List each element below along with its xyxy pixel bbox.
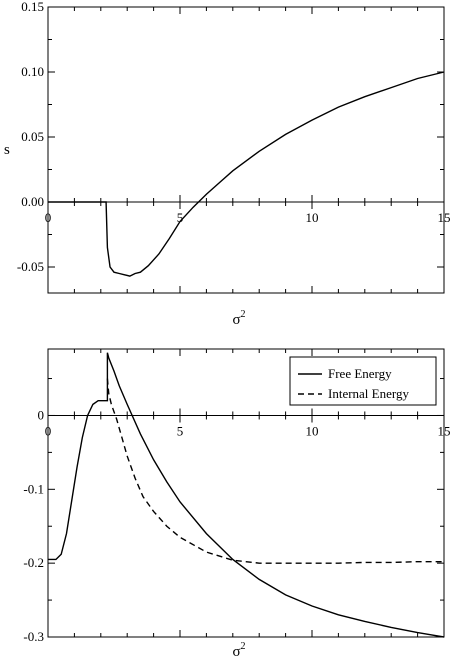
legend-box xyxy=(289,356,437,406)
x-tick-label: 0 xyxy=(45,210,52,225)
bottom-x-axis-label-base: σ xyxy=(232,644,240,660)
top-y-ticks: 0.15 0.10 0.05 0.00 -0.05 xyxy=(17,0,444,274)
y-tick-label: 0.00 xyxy=(21,194,44,209)
series-internal-energy xyxy=(106,378,444,564)
y-tick-label: 0.05 xyxy=(21,129,44,144)
bottom-y-ticks: 0 -0.1 -0.2 -0.3 xyxy=(23,378,444,644)
bottom-x-ticks: 0 5 10 15 xyxy=(45,349,451,637)
top-panel: 0 5 10 15 0.15 0.10 0.05 0.00 -0.05 s σ2 xyxy=(4,0,451,328)
top-y-axis-label: s xyxy=(4,142,10,158)
x-tick-label: 5 xyxy=(177,210,184,225)
top-series-group xyxy=(48,71,445,277)
y-tick-label: -0.3 xyxy=(23,629,44,644)
top-x-axis-label-base: σ xyxy=(232,312,240,328)
x-tick-label: 15 xyxy=(438,423,451,438)
bottom-plot-frame xyxy=(47,348,445,638)
x-tick-label: 10 xyxy=(306,423,319,438)
y-tick-label: -0.2 xyxy=(23,555,44,570)
legend: Free Energy Internal Energy xyxy=(289,356,437,406)
top-plot-frame xyxy=(47,6,445,294)
x-tick-label: 0 xyxy=(45,423,52,438)
x-tick-label: 5 xyxy=(177,423,184,438)
bottom-series-group xyxy=(48,352,445,638)
top-x-axis-label-sup: 2 xyxy=(241,309,246,320)
series-free-energy xyxy=(48,352,445,638)
series-line-0 xyxy=(48,71,445,277)
y-tick-label: 0 xyxy=(38,407,45,422)
legend-label-internal-energy: Internal Energy xyxy=(328,386,409,401)
top-x-ticks: 0 5 10 15 xyxy=(45,7,451,293)
y-tick-label: 0.15 xyxy=(21,0,44,14)
y-tick-label: 0.10 xyxy=(21,64,44,79)
y-tick-label: -0.05 xyxy=(17,259,44,274)
y-tick-label: -0.1 xyxy=(23,481,44,496)
x-tick-label: 15 xyxy=(438,210,451,225)
x-tick-label: 10 xyxy=(306,210,319,225)
bottom-x-axis-label: σ2 xyxy=(232,641,245,660)
bottom-x-axis-label-sup: 2 xyxy=(241,641,246,652)
top-x-axis-label: σ2 xyxy=(232,309,245,328)
legend-label-free-energy: Free Energy xyxy=(328,366,392,381)
bottom-panel: 0 5 10 15 0 -0.1 -0.2 -0.3 Free Energy Interna… xyxy=(23,348,451,660)
